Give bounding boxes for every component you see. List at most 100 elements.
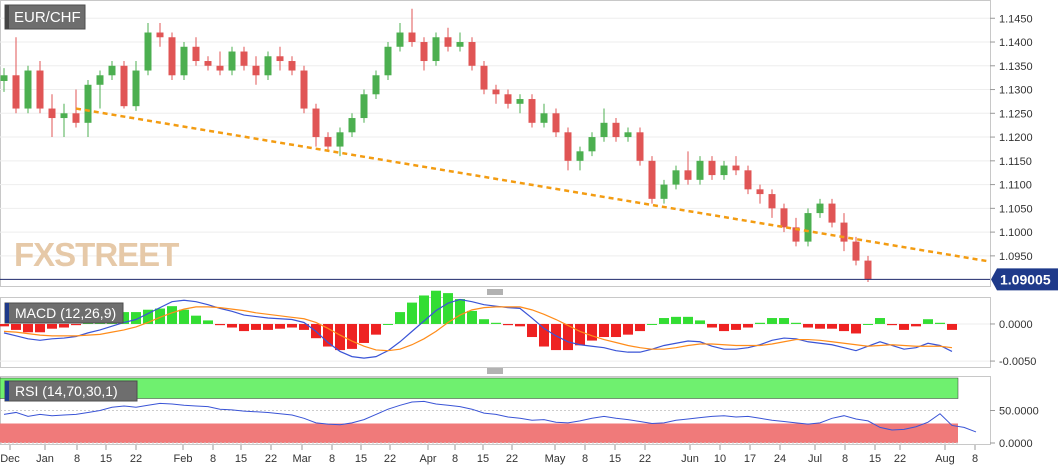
rsi-oversold-zone xyxy=(0,423,958,443)
candle xyxy=(96,70,104,109)
x-tick-label: 24 xyxy=(774,453,786,465)
candle xyxy=(432,32,440,66)
macd-bar xyxy=(191,315,201,324)
macd-bar xyxy=(899,323,909,330)
candle xyxy=(468,37,476,71)
x-tick-label: 15 xyxy=(235,453,247,465)
macd-bar xyxy=(371,323,381,335)
y-tick-label: 1.1050 xyxy=(999,203,1033,215)
macd-line xyxy=(3,298,953,359)
macd-bar xyxy=(431,290,441,324)
candle xyxy=(648,156,656,204)
candle xyxy=(288,56,296,76)
macd-bar xyxy=(323,323,333,347)
macd-bar xyxy=(275,323,285,329)
chart-title: EUR/CHF xyxy=(14,9,81,26)
macd-bar xyxy=(563,323,573,351)
macd-bar xyxy=(443,293,453,324)
x-tick-label: 8 xyxy=(972,453,978,465)
x-tick-label: 15 xyxy=(477,453,489,465)
macd-bar xyxy=(359,323,369,343)
candle xyxy=(360,89,368,123)
y-tick-label: 1.1450 xyxy=(999,13,1033,25)
candle xyxy=(384,42,392,81)
candle xyxy=(480,61,488,95)
candle xyxy=(300,65,308,114)
candle xyxy=(252,56,260,85)
x-tick-label: Dec xyxy=(0,453,20,465)
candle xyxy=(516,94,524,114)
x-tick-label: 22 xyxy=(639,453,651,465)
macd-bar xyxy=(935,322,945,324)
candle xyxy=(24,65,32,114)
macd-bar xyxy=(851,323,861,334)
candle xyxy=(576,146,584,171)
macd-bar xyxy=(719,323,729,332)
macd-bar xyxy=(839,323,849,332)
macd-bar xyxy=(611,323,621,338)
title-box: EUR/CHF xyxy=(4,4,86,30)
macd-bar xyxy=(635,323,645,332)
y-tick-label: 1.1350 xyxy=(999,61,1033,73)
candle xyxy=(660,179,668,204)
macd-title: MACD (12,26,9) xyxy=(15,305,116,321)
macd-bar xyxy=(575,323,585,346)
macd-bar xyxy=(731,323,741,330)
x-tick-label: 15 xyxy=(355,453,367,465)
candle xyxy=(708,156,716,180)
macd-bar xyxy=(815,323,825,329)
macd-bar xyxy=(407,302,417,324)
candle xyxy=(60,103,68,138)
macd-bar xyxy=(59,323,69,328)
candle xyxy=(780,203,788,233)
candle xyxy=(828,198,836,228)
panel-resize-handle[interactable] xyxy=(487,368,503,374)
x-tick-label: 8 xyxy=(74,453,80,465)
y-tick-label: 1.0950 xyxy=(999,251,1033,263)
y-tick-label: 1.1000 xyxy=(999,227,1033,239)
macd-bar xyxy=(167,306,177,324)
macd-bar xyxy=(695,320,705,324)
y-tick-label: 1.1200 xyxy=(999,132,1033,144)
macd-bar xyxy=(155,308,165,324)
rsi-title-box: RSI (14,70,30,1) xyxy=(4,380,138,402)
x-tick-label: 8 xyxy=(210,453,216,465)
macd-bar xyxy=(299,323,309,330)
candle xyxy=(744,165,752,195)
macd-bar xyxy=(599,323,609,338)
macd-bar xyxy=(947,323,957,330)
candle xyxy=(540,103,548,128)
candle xyxy=(228,46,236,76)
x-tick-label: 10 xyxy=(714,453,726,465)
candle xyxy=(756,184,764,204)
candle xyxy=(504,89,512,109)
x-tick-label: 22 xyxy=(130,453,142,465)
macd-bar xyxy=(683,316,693,324)
candle xyxy=(36,61,44,114)
macd-bar xyxy=(347,323,357,349)
y-tick-label: 1.1400 xyxy=(999,37,1033,49)
candle xyxy=(732,156,740,176)
x-tick-label: 22 xyxy=(384,453,396,465)
x-tick-label: Feb xyxy=(174,453,193,465)
y-tick-label: 1.1150 xyxy=(999,156,1032,168)
candle xyxy=(804,208,812,247)
macd-bar xyxy=(131,312,141,324)
candle xyxy=(852,236,860,266)
candle xyxy=(132,61,140,111)
candle xyxy=(276,46,284,71)
macd-bar xyxy=(419,295,429,324)
x-axis: Dec Jan 8 15 22 Feb 8 15 22 Mar 8 15 22 Apr 8 15 22 May 8 1… xyxy=(0,445,978,465)
macd-bar xyxy=(539,323,549,347)
x-tick-label: 22 xyxy=(894,453,906,465)
x-tick-label: Jun xyxy=(681,453,699,465)
macd-bar xyxy=(923,319,933,324)
y-tick-label: -0.0050 xyxy=(999,356,1036,368)
candle xyxy=(696,156,704,185)
panel-resize-handle[interactable] xyxy=(487,289,503,295)
candle xyxy=(324,132,332,152)
macd-bar xyxy=(887,323,897,326)
x-tick-label: Jul xyxy=(808,453,822,465)
macd-bar xyxy=(515,323,525,327)
macd-y-axis: 0.0000 -0.0050 xyxy=(990,319,1036,368)
